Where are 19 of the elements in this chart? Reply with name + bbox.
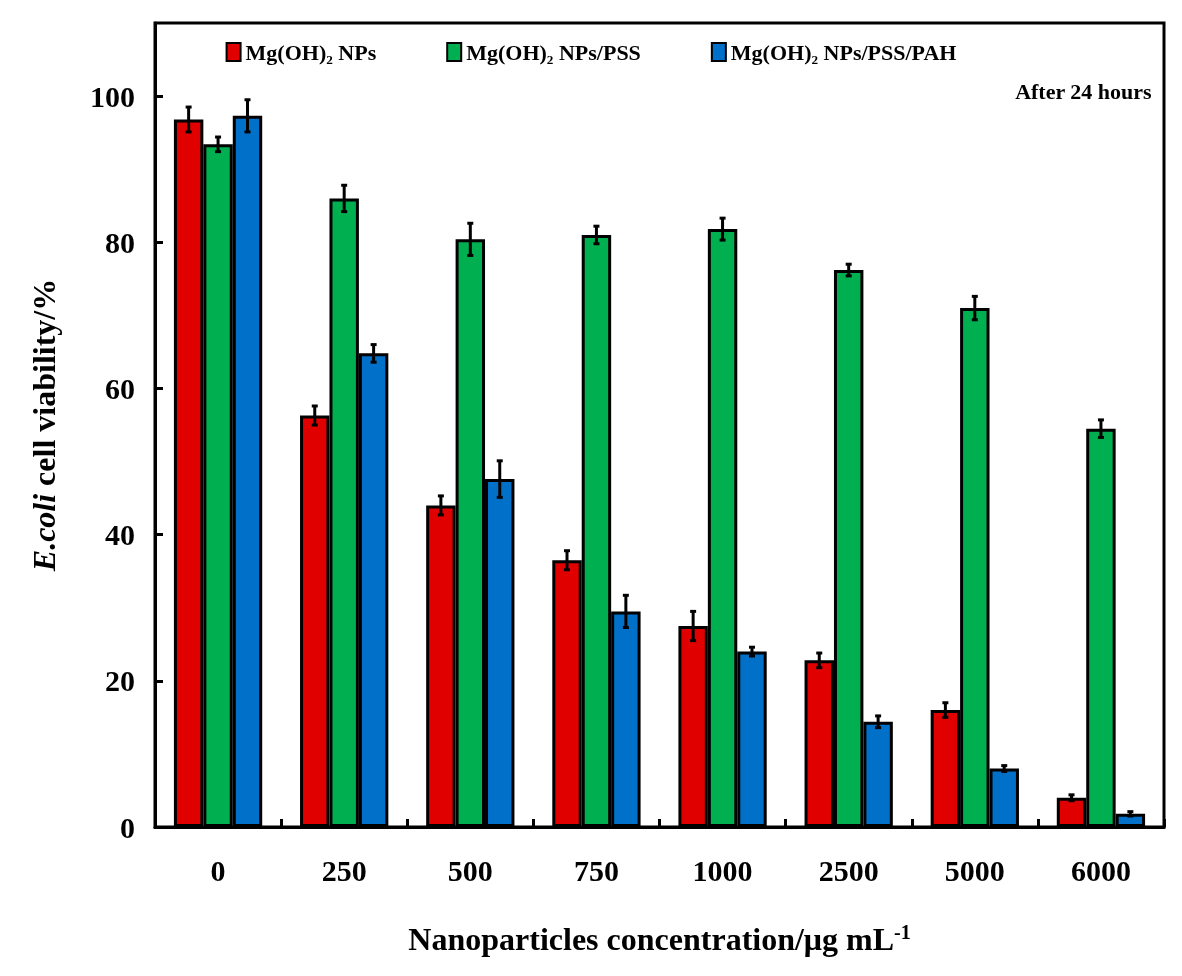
y-tick-label: 80 <box>105 225 135 259</box>
x-tick-label: 2500 <box>818 853 879 887</box>
legend-label: Mg(OH)₂ NPs/PSS <box>466 39 641 65</box>
x-tick-label: 750 <box>573 853 619 887</box>
y-tick-label: 40 <box>105 518 135 552</box>
x-tick-label: 1000 <box>692 853 753 887</box>
x-tick-label: 6000 <box>1070 853 1131 887</box>
y-axis-title: E.coli cell viability/% <box>26 278 62 573</box>
annotation: After 24 hours <box>1015 78 1153 104</box>
x-tick-label: 500 <box>447 853 493 887</box>
y-tick-label: 60 <box>105 371 135 405</box>
y-tick-label: 100 <box>90 79 135 113</box>
x-tick-label: 0 <box>210 853 226 887</box>
y-tick-label: 20 <box>105 664 135 698</box>
y-tick-label: 0 <box>120 810 135 844</box>
legend-label: Mg(OH)₂ NPs/PSS/PAH <box>730 39 957 65</box>
x-tick-label: 5000 <box>944 853 1005 887</box>
x-tick-label: 250 <box>321 853 367 887</box>
legend-label: Mg(OH)₂ NPs <box>245 39 377 65</box>
